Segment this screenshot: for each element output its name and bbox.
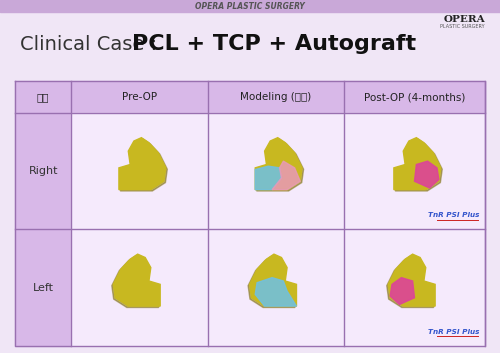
Polygon shape xyxy=(256,139,304,191)
Polygon shape xyxy=(390,277,414,304)
Text: Modeling (计划): Modeling (计划) xyxy=(240,92,312,102)
Text: 之美网: 之美网 xyxy=(252,184,318,218)
Bar xyxy=(15,113,72,229)
Bar xyxy=(72,229,208,346)
Polygon shape xyxy=(255,277,296,306)
Polygon shape xyxy=(272,161,300,190)
Polygon shape xyxy=(114,254,160,306)
Polygon shape xyxy=(250,254,296,306)
Text: Pre-OP: Pre-OP xyxy=(122,92,157,102)
Polygon shape xyxy=(119,138,166,190)
Polygon shape xyxy=(255,138,302,190)
Polygon shape xyxy=(414,161,439,188)
Text: OPERA: OPERA xyxy=(444,15,485,24)
Polygon shape xyxy=(255,166,281,190)
Bar xyxy=(15,81,485,113)
Text: TnR PSI Plus: TnR PSI Plus xyxy=(428,213,479,218)
Bar xyxy=(208,113,344,229)
Text: Post-OP (4-months): Post-OP (4-months) xyxy=(364,92,465,102)
Polygon shape xyxy=(248,256,295,307)
Bar xyxy=(15,229,72,346)
Text: OPERA PLASTIC SURGERY: OPERA PLASTIC SURGERY xyxy=(195,2,305,11)
Text: PLASTIC SURGERY: PLASTIC SURGERY xyxy=(440,24,485,29)
Text: PCL + TCP + Autograft: PCL + TCP + Autograft xyxy=(132,34,416,54)
Polygon shape xyxy=(387,256,434,307)
Polygon shape xyxy=(120,139,168,191)
Bar xyxy=(208,229,344,346)
Bar xyxy=(344,229,485,346)
Polygon shape xyxy=(394,138,441,190)
Polygon shape xyxy=(388,254,435,306)
Bar xyxy=(72,113,208,229)
Text: Right: Right xyxy=(28,166,58,176)
Text: 구분: 구분 xyxy=(37,92,50,102)
Text: Left: Left xyxy=(32,283,54,293)
Polygon shape xyxy=(396,139,442,191)
Bar xyxy=(344,113,485,229)
Text: TnR PSI Plus: TnR PSI Plus xyxy=(428,329,479,335)
Polygon shape xyxy=(112,256,158,307)
Bar xyxy=(0,0,500,12)
Text: Clinical Case :: Clinical Case : xyxy=(20,35,164,54)
